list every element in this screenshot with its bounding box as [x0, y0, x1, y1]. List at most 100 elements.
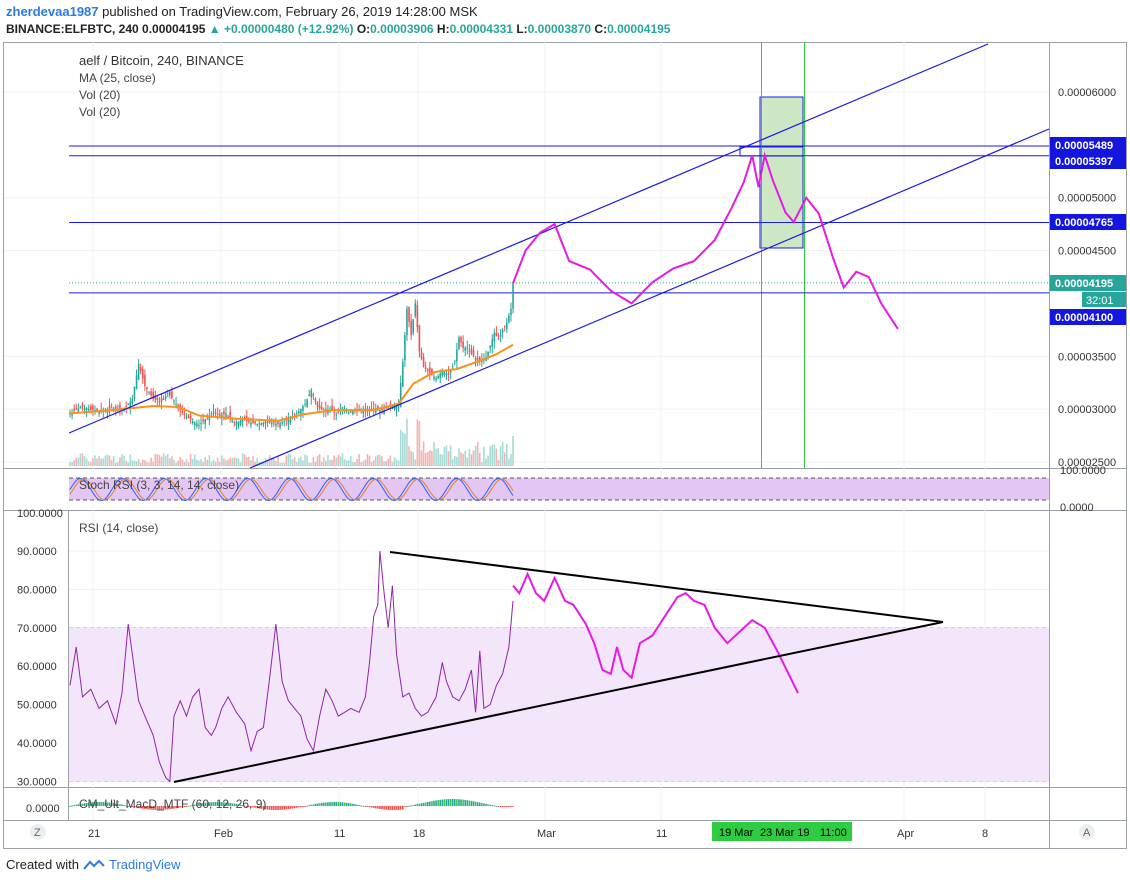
macd-bar — [212, 802, 215, 806]
macd-bar — [198, 803, 200, 806]
candle-body — [318, 405, 321, 409]
candle-body — [112, 408, 115, 410]
candle-body — [200, 423, 202, 425]
macd-bar — [246, 806, 248, 807]
candle-body — [418, 325, 421, 351]
macd-bar — [289, 806, 292, 809]
candle-body — [451, 365, 454, 367]
candle-body — [304, 403, 306, 405]
volume-bar — [410, 450, 412, 466]
volume-bar — [279, 462, 281, 466]
volume-bar — [92, 458, 94, 466]
macd-bar — [429, 801, 431, 806]
volume-bar — [112, 456, 115, 466]
time-tick-label: Apr — [897, 828, 914, 840]
volume-bar — [229, 457, 231, 466]
candle-body — [146, 387, 148, 390]
volume-bar — [117, 462, 119, 466]
macd-bar — [202, 803, 204, 806]
macd-bar — [179, 806, 182, 808]
symbol-header: BINANCE:ELFBTC, 240 0.00004195 ▲ +0.0000… — [6, 22, 671, 36]
macd-bar — [306, 805, 308, 807]
candle-body — [454, 361, 456, 363]
volume-bar — [497, 460, 500, 466]
volume-bar — [262, 461, 265, 466]
volume-bar — [225, 460, 227, 466]
macd-bar — [256, 806, 258, 809]
macd-bar — [395, 806, 398, 810]
volume-bar — [350, 456, 352, 466]
volume-bar — [73, 460, 75, 466]
volume-bar — [327, 455, 329, 466]
candle-body — [162, 398, 165, 400]
volume-bars — [69, 418, 514, 466]
volume-bar — [325, 460, 327, 466]
macd-bar — [372, 806, 375, 808]
candle-body — [316, 401, 319, 408]
volume-bar — [256, 458, 258, 466]
candle-body — [287, 419, 290, 425]
volume-bar — [320, 461, 323, 466]
macd-bar — [445, 799, 448, 806]
macd-bar — [298, 806, 300, 808]
candle-body — [227, 415, 229, 417]
macd-bar — [304, 806, 306, 807]
macd-bar — [470, 800, 473, 806]
macd-bar — [314, 803, 317, 806]
volume-bar — [295, 462, 298, 466]
macd-bar — [327, 802, 329, 806]
volume-bar — [83, 456, 86, 466]
volume-bar — [123, 455, 125, 466]
candle-body — [412, 319, 414, 333]
macd-bar — [472, 801, 475, 806]
volume-bar — [393, 457, 396, 466]
candle-body — [223, 411, 225, 415]
volume-bar — [283, 462, 286, 466]
volume-bar — [491, 444, 494, 466]
volume-bar — [485, 458, 487, 466]
candle-body — [256, 423, 258, 425]
volume-bar — [333, 455, 335, 466]
candle-body — [169, 391, 171, 396]
volume-bar — [270, 458, 273, 466]
volume-bar — [404, 433, 406, 466]
auto-scale-a-button[interactable]: A — [1079, 824, 1095, 840]
macd-bar — [322, 802, 325, 806]
candle-body — [160, 397, 163, 402]
volume-bar — [90, 462, 92, 466]
candle-body — [279, 423, 281, 428]
volume-bar — [402, 432, 404, 466]
candle-body — [250, 422, 252, 426]
volume-bar — [158, 455, 161, 466]
candle-body — [208, 415, 211, 421]
macd-bar — [96, 802, 98, 806]
volume-bar — [69, 461, 71, 466]
macd-histogram — [69, 799, 514, 810]
macd-bar — [142, 806, 144, 809]
volume-bar — [131, 460, 134, 466]
author-link[interactable]: zherdevaa1987 — [6, 4, 99, 19]
candle-body — [395, 404, 398, 410]
candle-body — [110, 407, 113, 409]
volume-bar — [418, 420, 421, 466]
volume-bar — [383, 461, 385, 466]
macd-bar — [216, 802, 219, 806]
macd-bar — [102, 802, 105, 806]
price-label-text: 0.00004195 — [1055, 278, 1113, 290]
candle-body — [85, 408, 88, 410]
candle-body — [289, 418, 292, 423]
candle-body — [87, 408, 90, 411]
price-levels — [69, 145, 1049, 294]
macd-bar — [156, 806, 159, 810]
macd-bar — [266, 806, 269, 810]
macd-bar — [166, 806, 169, 810]
candle-body — [191, 421, 194, 424]
pane-frames — [3, 42, 1127, 849]
candle-body — [198, 425, 200, 426]
auto-scale-z-button[interactable]: Z — [30, 824, 46, 840]
candle-body — [108, 405, 111, 409]
candle-body — [510, 308, 512, 315]
macd-bar — [106, 802, 109, 806]
tradingview-link[interactable]: TradingView — [108, 857, 181, 872]
